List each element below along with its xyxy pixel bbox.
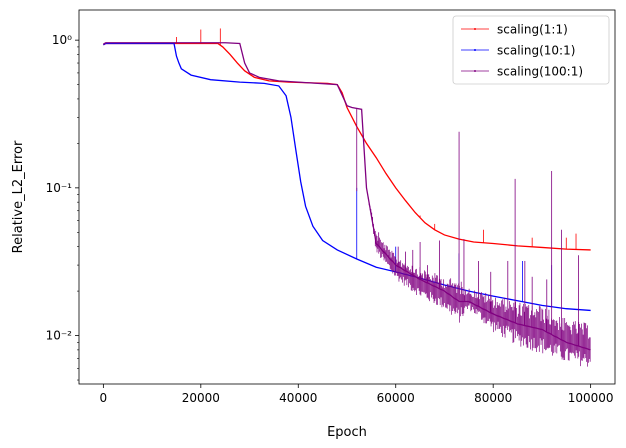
x-tick-label: 60000 bbox=[377, 391, 415, 405]
legend-marker bbox=[474, 70, 476, 72]
y-tick-label: 10⁰ bbox=[52, 33, 72, 47]
legend-box bbox=[452, 15, 610, 85]
x-tick-label: 80000 bbox=[474, 391, 512, 405]
series-3 bbox=[103, 42, 591, 367]
legend-label: scaling(1:1) bbox=[497, 23, 568, 37]
series-3-line bbox=[103, 42, 591, 351]
x-tick-label: 40000 bbox=[279, 391, 317, 405]
x-tick-label: 20000 bbox=[182, 391, 220, 405]
legend: scaling(1:1) scaling(10:1) scaling(100:1) bbox=[452, 15, 610, 85]
series-2-line bbox=[103, 42, 591, 312]
legend-marker bbox=[474, 28, 476, 30]
y-axis-label: Relative_L2_Error bbox=[11, 140, 26, 253]
x-tick-label: 100000 bbox=[568, 391, 614, 405]
y-tick-label: 10⁻² bbox=[46, 329, 73, 343]
y-tick-label: 10⁻¹ bbox=[46, 181, 73, 195]
x-tick-label: 0 bbox=[100, 391, 108, 405]
x-axis-label: Epoch bbox=[327, 425, 367, 440]
plot-frame bbox=[78, 9, 616, 385]
legend-label: scaling(100:1) bbox=[497, 65, 583, 79]
legend-label: scaling(10:1) bbox=[497, 44, 575, 58]
legend-marker bbox=[474, 49, 476, 51]
